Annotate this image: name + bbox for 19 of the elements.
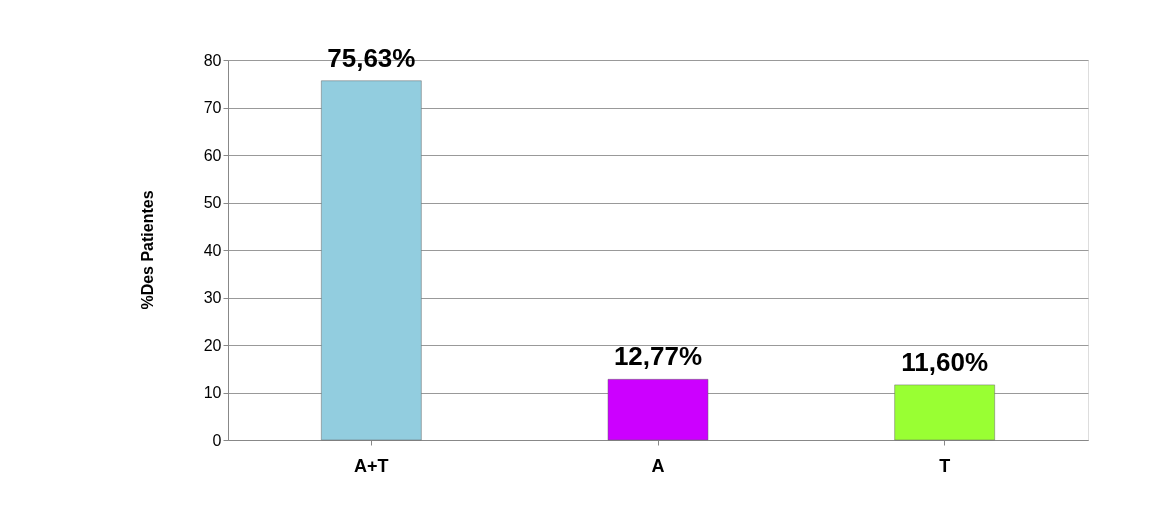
y-tick-label: 50 [203, 194, 222, 211]
data-label: 11,60% [901, 346, 989, 377]
y-axis-title: %Des Patientes [139, 190, 156, 310]
data-label: 75,63% [327, 42, 416, 73]
bar [894, 384, 995, 441]
y-tick-label: 60 [203, 146, 222, 164]
bar [321, 80, 422, 441]
y-tick-label: 80 [203, 51, 222, 69]
y-tick-label: 40 [203, 241, 222, 259]
x-tick-label: A [651, 455, 665, 476]
y-tick-label: 20 [203, 336, 222, 354]
y-tick-label: 30 [203, 289, 222, 306]
x-tick-label: T [939, 455, 951, 476]
y-tick-label: 10 [203, 384, 222, 401]
bar [607, 379, 709, 441]
data-label: 12,77% [613, 341, 703, 372]
y-tick-label: 0 [212, 431, 222, 449]
x-tick-label: A+T [354, 455, 389, 476]
y-tick-label: 70 [203, 99, 222, 116]
